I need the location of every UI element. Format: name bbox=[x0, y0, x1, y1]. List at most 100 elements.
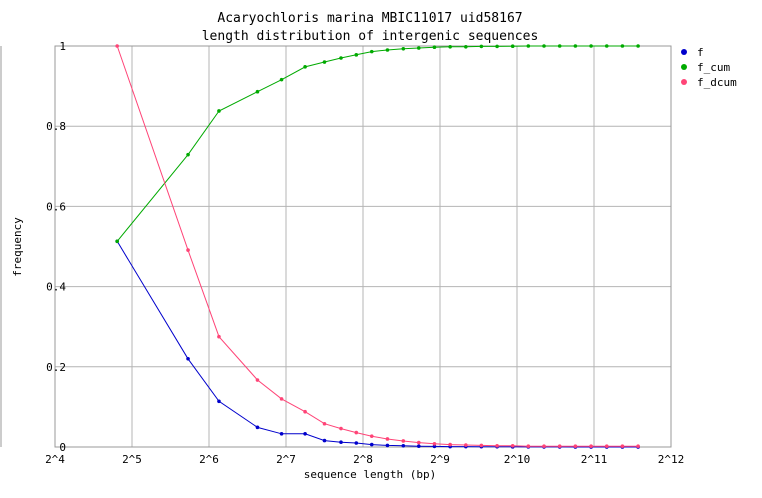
data-point bbox=[385, 48, 390, 52]
data-point bbox=[279, 77, 284, 82]
series-f-dcum bbox=[115, 44, 640, 448]
data-point bbox=[322, 438, 327, 443]
data-point bbox=[369, 442, 374, 447]
legend-label: f bbox=[697, 46, 704, 59]
data-point bbox=[432, 444, 437, 449]
data-point bbox=[322, 421, 327, 426]
x-tick-label: 2^11 bbox=[581, 453, 608, 466]
data-point bbox=[217, 399, 221, 404]
x-tick-label: 2^7 bbox=[276, 453, 296, 466]
data-point bbox=[510, 443, 515, 448]
data-point bbox=[401, 439, 406, 443]
y-tick-label: 0.6 bbox=[46, 200, 66, 213]
y-tick-label: 0.8 bbox=[46, 120, 66, 133]
data-point bbox=[401, 47, 406, 51]
data-point bbox=[416, 440, 421, 445]
data-point bbox=[354, 53, 359, 57]
grid bbox=[55, 46, 671, 447]
legend-marker bbox=[681, 64, 687, 70]
data-point bbox=[354, 430, 359, 435]
x-tick-labels: 2^4 2^5 2^6 2^7 2^8 2^9 2^10 2^11 2^12 bbox=[45, 453, 684, 466]
data-point bbox=[279, 397, 284, 401]
data-point bbox=[636, 444, 640, 448]
data-point bbox=[369, 434, 374, 438]
data-point bbox=[416, 46, 421, 50]
data-point bbox=[604, 444, 609, 448]
legend-label: f_cum bbox=[697, 61, 730, 74]
data-point bbox=[385, 443, 390, 448]
data-point bbox=[322, 60, 327, 64]
data-point bbox=[573, 44, 578, 48]
x-tick-label: 2^4 bbox=[45, 453, 65, 466]
data-point bbox=[510, 44, 515, 49]
data-point bbox=[589, 44, 593, 48]
data-point bbox=[526, 444, 531, 448]
x-tick-label: 2^6 bbox=[199, 453, 219, 466]
data-point bbox=[557, 444, 562, 448]
data-point bbox=[636, 44, 640, 48]
data-point bbox=[303, 65, 307, 69]
data-point bbox=[354, 441, 359, 445]
chart-subtitle: length distribution of intergenic sequen… bbox=[202, 29, 539, 44]
data-point bbox=[432, 441, 437, 446]
chart-title: Acaryochloris marina MBIC11017 uid58167 bbox=[217, 11, 522, 26]
y-tick-label: 0 bbox=[59, 441, 66, 454]
data-point bbox=[255, 378, 260, 382]
data-point bbox=[339, 426, 343, 431]
data-point bbox=[620, 444, 625, 448]
data-point bbox=[401, 443, 406, 448]
data-point bbox=[115, 44, 119, 48]
data-point bbox=[339, 56, 343, 60]
data-point bbox=[542, 444, 546, 448]
data-point bbox=[217, 109, 221, 113]
data-point bbox=[479, 44, 484, 49]
x-tick-label: 2^9 bbox=[430, 453, 450, 466]
data-point bbox=[217, 334, 221, 339]
data-point bbox=[448, 45, 452, 49]
data-point bbox=[303, 409, 307, 414]
x-axis-label: sequence length (bp) bbox=[304, 468, 436, 481]
data-point bbox=[495, 44, 499, 49]
series-line bbox=[116, 45, 639, 242]
data-point bbox=[589, 444, 593, 448]
y-tick-labels: 0 0.2 0.4 0.6 0.8 1 bbox=[46, 40, 66, 454]
data-point bbox=[115, 239, 119, 244]
y-axis-label: frequency bbox=[11, 217, 24, 277]
data-point bbox=[620, 44, 625, 48]
legend-marker bbox=[681, 49, 687, 55]
data-point bbox=[464, 443, 468, 447]
data-point bbox=[339, 440, 343, 444]
data-point bbox=[604, 44, 609, 48]
x-tick-label: 2^8 bbox=[353, 453, 373, 466]
legend-item: f_dcum bbox=[681, 76, 737, 89]
legend-item: f_cum bbox=[681, 61, 730, 74]
data-point bbox=[479, 443, 484, 448]
x-tick-label: 2^10 bbox=[504, 453, 531, 466]
data-point bbox=[255, 425, 260, 430]
data-point bbox=[416, 444, 421, 448]
series-line bbox=[116, 241, 639, 448]
data-point bbox=[186, 248, 190, 252]
data-point bbox=[303, 431, 307, 436]
series-layer bbox=[115, 44, 640, 449]
data-point bbox=[369, 49, 374, 54]
y-tick-label: 0.2 bbox=[46, 361, 66, 374]
legend: f f_cum f_dcum bbox=[681, 46, 737, 89]
plot-frame bbox=[54, 45, 672, 448]
y-tick-label: 1 bbox=[59, 40, 66, 53]
data-point bbox=[385, 437, 390, 441]
y-tick-label: 0.4 bbox=[46, 281, 66, 294]
data-point bbox=[573, 444, 578, 448]
data-point bbox=[186, 356, 190, 361]
x-tick-label: 2^5 bbox=[122, 453, 142, 466]
data-point bbox=[526, 44, 531, 48]
data-point bbox=[432, 45, 437, 50]
series-line bbox=[116, 45, 639, 447]
data-point bbox=[186, 152, 190, 157]
data-point bbox=[542, 44, 546, 48]
legend-marker bbox=[681, 79, 687, 85]
data-point bbox=[448, 442, 452, 447]
x-tick-label: 2^12 bbox=[658, 453, 685, 466]
data-point bbox=[279, 431, 284, 436]
